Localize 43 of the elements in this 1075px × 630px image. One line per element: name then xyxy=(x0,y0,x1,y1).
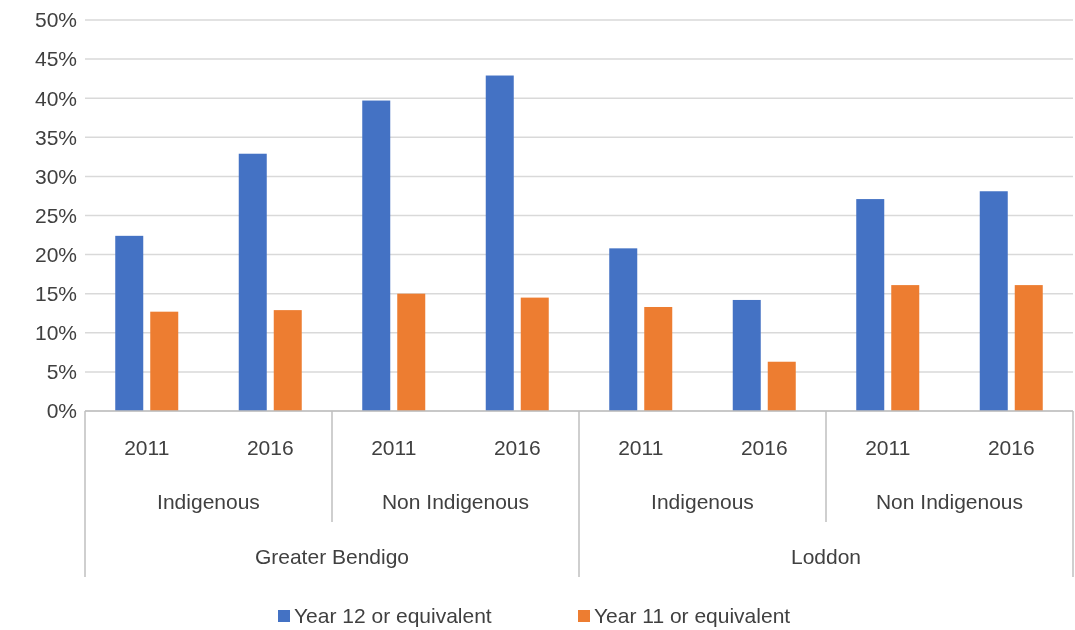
bar xyxy=(485,75,514,411)
x-tick-label: 2016 xyxy=(987,436,1035,460)
x-tick-label: 2011 xyxy=(371,436,417,460)
y-tick-label: 45% xyxy=(34,47,77,71)
text: Indigenous xyxy=(651,490,754,514)
text: Loddon xyxy=(790,545,862,569)
bar xyxy=(1014,285,1043,411)
y-tick-label: 30% xyxy=(34,164,77,188)
y-tick-label: 20% xyxy=(34,242,77,266)
bar xyxy=(856,199,885,411)
legend-label: Year 11 or equivalent xyxy=(594,604,791,628)
bar xyxy=(767,361,796,411)
bar xyxy=(891,285,920,411)
x-tick-label: 2016 xyxy=(246,436,294,460)
bar xyxy=(609,248,638,411)
bar xyxy=(273,310,302,411)
x-tick-label: 2011 xyxy=(124,436,170,460)
y-tick-label: 25% xyxy=(34,203,77,227)
x-tick-label: 2016 xyxy=(493,436,541,460)
bar xyxy=(979,191,1008,411)
y-tick-label: 50% xyxy=(34,8,77,32)
bar xyxy=(362,100,391,411)
bar xyxy=(397,293,426,411)
x-tick-label: 2011 xyxy=(618,436,664,460)
text: Non Indigenous xyxy=(875,490,1024,514)
x-tick-label: 2016 xyxy=(740,436,788,460)
y-tick-label: 15% xyxy=(34,282,77,306)
x-tick-label: 2011 xyxy=(865,436,911,460)
bar xyxy=(115,235,144,411)
bar xyxy=(150,311,179,411)
y-tick-label: 5% xyxy=(46,360,77,384)
y-tick-label: 40% xyxy=(34,86,77,110)
text: Indigenous xyxy=(157,490,260,514)
legend-label: Year 12 or equivalent xyxy=(294,604,492,628)
y-tick-label: 0% xyxy=(46,399,77,423)
y-tick-label: 10% xyxy=(34,321,77,345)
text: Non Indigenous xyxy=(381,490,530,514)
y-tick-label: 35% xyxy=(34,125,77,149)
bar xyxy=(644,306,673,411)
bar xyxy=(238,153,267,411)
bar xyxy=(732,299,761,411)
bar xyxy=(520,297,549,411)
text: Greater Bendigo xyxy=(254,545,410,569)
